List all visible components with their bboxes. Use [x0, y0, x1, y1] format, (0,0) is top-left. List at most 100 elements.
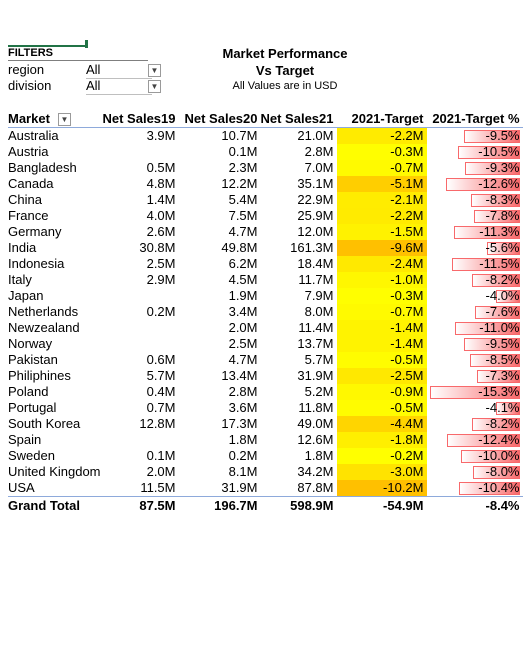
- market-cell: Germany: [8, 224, 62, 239]
- value-cell: 35.1M: [297, 176, 334, 191]
- value-cell: 5.7M: [304, 352, 334, 367]
- filters-label: FILTERS: [8, 46, 148, 61]
- table-row: Philiphines 5.7M 13.4M 31.9M -2.5M -7.3%: [8, 368, 523, 384]
- report-subtitle: All Values are in USD: [232, 80, 338, 92]
- data-bar: [471, 418, 520, 431]
- target-cell: -1.4M: [336, 320, 427, 336]
- value-cell: 17.3M: [221, 416, 258, 431]
- market-cell: Bangladesh: [8, 160, 77, 175]
- value-cell: 10.7M: [221, 128, 258, 143]
- value-cell: [101, 432, 179, 448]
- pct-label: -9.3%: [485, 160, 520, 175]
- market-cell: Portugal: [8, 400, 57, 415]
- filter-value[interactable]: All: [86, 62, 152, 79]
- market-cell: China: [8, 192, 42, 207]
- filter-dropdown-icon[interactable]: ▼: [57, 112, 71, 126]
- table-header-row: Market ▼ Net Sales19 Net Sales20 Net Sale…: [8, 110, 523, 128]
- target-cell: -2.5M: [336, 368, 427, 384]
- value-cell: 4.0M: [146, 208, 176, 223]
- market-cell: Pakistan: [8, 352, 58, 367]
- target-pct-cell: -10.5%: [427, 144, 523, 160]
- pct-label: -10.4%: [478, 480, 520, 495]
- value-cell: 1.9M: [228, 288, 258, 303]
- value-cell: 1.4M: [146, 192, 176, 207]
- value-cell: 7.9M: [304, 288, 334, 303]
- target-pct-cell: -12.4%: [427, 432, 523, 448]
- target-cell: -0.7M: [336, 160, 427, 176]
- table-row: France 4.0M 7.5M 25.9M -2.2M -7.8%: [8, 208, 523, 224]
- table-row: Poland 0.4M 2.8M 5.2M -0.9M -15.3%: [8, 384, 523, 400]
- table-row: Newzealand 2.0M 11.4M -1.4M -11.0%: [8, 320, 523, 336]
- value-cell: 4.7M: [228, 352, 258, 367]
- value-cell: 11.4M: [298, 320, 334, 335]
- target-cell: -2.1M: [336, 192, 427, 208]
- data-bar: [471, 274, 520, 287]
- pct-label: -10.0%: [478, 448, 520, 463]
- value-cell: 49.8M: [221, 240, 258, 255]
- market-cell: South Korea: [8, 416, 81, 431]
- pct-label: -5.6%: [485, 240, 520, 255]
- pct-label: -8.0%: [485, 464, 520, 479]
- value-cell: [101, 336, 179, 352]
- value-cell: 3.9M: [146, 128, 176, 143]
- value-cell: 1.8M: [228, 432, 258, 447]
- target-cell: -3.0M: [336, 464, 427, 480]
- market-cell: USA: [8, 480, 35, 495]
- grand-total-row: Grand Total 87.5M 196.7M 598.9M -54.9M -…: [8, 496, 523, 515]
- value-cell: 4.5M: [228, 272, 258, 287]
- pct-label: -7.3%: [485, 368, 520, 383]
- total-value: 196.7M: [178, 496, 261, 515]
- table-row: Spain 1.8M 12.6M -1.8M -12.4%: [8, 432, 523, 448]
- market-cell: Italy: [8, 272, 32, 287]
- target-pct-cell: -4.0%: [427, 288, 523, 304]
- value-cell: 161.3M: [290, 240, 334, 255]
- value-cell: 11.7M: [298, 272, 334, 287]
- market-cell: Spain: [8, 432, 42, 447]
- data-bar: [463, 338, 520, 351]
- value-cell: 87.8M: [297, 480, 334, 495]
- target-cell: -9.6M: [336, 240, 427, 256]
- filter-value[interactable]: All: [86, 78, 152, 95]
- column-header-market[interactable]: Market ▼: [8, 110, 101, 128]
- data-bar: [445, 178, 520, 191]
- target-cell: -0.3M: [336, 288, 427, 304]
- data-bar: [476, 370, 520, 383]
- value-cell: 2.5M: [228, 336, 258, 351]
- target-cell: -0.2M: [336, 448, 427, 464]
- target-cell: -0.3M: [336, 144, 427, 160]
- target-cell: -1.4M: [336, 336, 427, 352]
- target-pct-cell: -12.6%: [427, 176, 523, 192]
- total-value: -8.4%: [426, 496, 523, 515]
- target-cell: -0.9M: [336, 384, 427, 400]
- data-bar: [454, 322, 520, 335]
- value-cell: 8.0M: [304, 304, 334, 319]
- target-cell: -1.5M: [336, 224, 427, 240]
- value-cell: 0.1M: [228, 144, 258, 159]
- chevron-down-icon[interactable]: ▼: [148, 64, 161, 77]
- table-row: United Kingdom 2.0M 8.1M 34.2M -3.0M -8.0%: [8, 464, 523, 480]
- value-cell: 12.2M: [221, 176, 258, 191]
- pct-label: -4.0%: [485, 288, 520, 303]
- selected-cell-marker: [8, 37, 88, 48]
- market-cell: Norway: [8, 336, 53, 351]
- target-pct-cell: -8.3%: [427, 192, 523, 208]
- value-cell: 31.9M: [297, 368, 334, 383]
- table-row: Canada 4.8M 12.2M 35.1M -5.1M -12.6%: [8, 176, 523, 192]
- value-cell: 11.5M: [140, 480, 176, 495]
- value-cell: 2.8M: [304, 144, 334, 159]
- market-cell: Newzealand: [8, 320, 80, 335]
- target-cell: -2.2M: [336, 127, 427, 144]
- pct-label: -10.5%: [478, 144, 520, 159]
- data-bar: [495, 402, 520, 415]
- target-pct-cell: -7.6%: [427, 304, 523, 320]
- target-pct-cell: -8.2%: [427, 416, 523, 432]
- chevron-down-icon[interactable]: ▼: [148, 80, 161, 93]
- value-cell: 5.2M: [304, 384, 334, 399]
- table-row: Italy 2.9M 4.5M 11.7M -1.0M -8.2%: [8, 272, 523, 288]
- target-pct-cell: -5.6%: [427, 240, 523, 256]
- market-cell: Poland: [8, 384, 49, 399]
- column-header: Net Sales19: [100, 110, 179, 128]
- pct-label: -12.6%: [478, 176, 520, 191]
- market-cell: India: [8, 240, 37, 255]
- pct-label: -11.0%: [479, 320, 520, 335]
